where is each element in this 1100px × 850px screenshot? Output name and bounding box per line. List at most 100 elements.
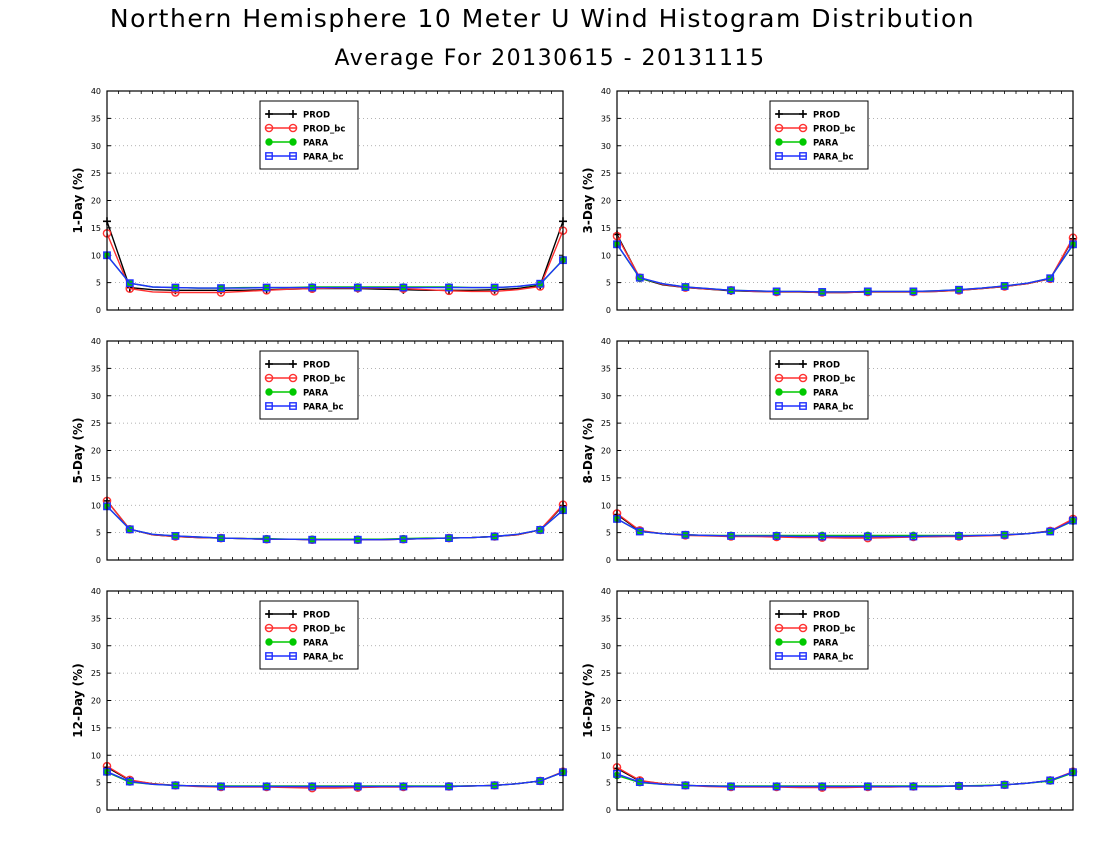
legend-label: PROD_bc [813, 625, 855, 635]
data-point [772, 532, 781, 540]
y-tick-label: 25 [601, 169, 611, 178]
y-tick-label: 30 [601, 642, 611, 651]
y-tick-label: 35 [601, 364, 611, 373]
y-tick-label: 15 [91, 224, 101, 233]
series-line [616, 243, 1074, 293]
data-point [353, 535, 362, 544]
legend-marker [265, 152, 273, 160]
data-point [445, 782, 453, 791]
y-tick-label: 5 [606, 529, 611, 538]
legend-box [769, 600, 869, 670]
legend-marker [265, 138, 273, 146]
legend-marker [289, 110, 297, 118]
y-tick-label: 15 [601, 724, 611, 733]
y-tick-label: 30 [91, 142, 101, 151]
series-line [106, 254, 564, 289]
data-point [490, 781, 499, 790]
data-point [262, 283, 271, 292]
y-tick-label: 40 [91, 87, 101, 96]
y-tick-label: 20 [91, 197, 101, 206]
y-tick-label: 40 [601, 87, 611, 96]
y-tick-label: 35 [91, 364, 101, 373]
legend-label: PARA [813, 139, 839, 149]
legend-label: PARA [303, 639, 329, 649]
y-tick-label: 5 [96, 279, 101, 288]
legend-marker [775, 388, 783, 396]
series-para [103, 251, 567, 292]
y-tick-label: 5 [606, 279, 611, 288]
plot-frame [106, 90, 564, 311]
data-point [818, 288, 827, 296]
y-axis-label: 5-Day (%) [71, 417, 85, 483]
data-point [635, 778, 644, 786]
y-tick-label: 5 [96, 779, 101, 788]
data-point [1046, 527, 1055, 536]
chart-panel-2: 0 5 10 15 20 25 30 35 40 3-Day (%) PROD PROD_bc PARA… [581, 87, 1078, 315]
data-point [1000, 780, 1009, 789]
legend-box [259, 600, 359, 670]
data-point [955, 532, 963, 540]
data-point [1046, 274, 1055, 283]
legend-box [769, 350, 869, 420]
y-axis-label: 16-Day (%) [581, 663, 595, 737]
legend-marker [798, 373, 808, 383]
data-point [217, 782, 225, 791]
legend-marker [799, 652, 807, 660]
y-tick-label: 35 [601, 614, 611, 623]
series-para-bc [103, 767, 567, 791]
y-tick-label: 0 [606, 306, 611, 315]
legend-marker [775, 152, 783, 160]
y-tick-label: 30 [91, 642, 101, 651]
legend-label: PARA_bc [813, 153, 854, 163]
data-point [727, 532, 735, 540]
legend-marker [799, 110, 807, 118]
plot-frame [616, 90, 1074, 311]
data-point [399, 283, 408, 292]
legend-marker [265, 652, 273, 660]
data-point [635, 273, 644, 282]
data-point [171, 781, 180, 790]
legend-label: PARA [303, 389, 329, 399]
y-tick-label: 25 [91, 669, 101, 678]
y-axis-label: 3-Day (%) [581, 167, 595, 233]
legend-marker [289, 360, 297, 368]
data-point [681, 530, 690, 539]
legend-label: PROD_bc [303, 125, 345, 135]
chart-panel-3: 0 5 10 15 20 25 30 35 40 5-Day (%) PROD PROD_bc PARA… [71, 337, 568, 565]
data-point [490, 283, 499, 292]
legend-marker [265, 110, 273, 118]
data-point [909, 532, 918, 541]
legend: PROD PROD_bc PARA PARA_bc [259, 350, 359, 420]
y-tick-label: 10 [601, 251, 611, 260]
y-tick-label: 25 [91, 169, 101, 178]
legend-marker [799, 610, 807, 618]
series-line [106, 221, 564, 291]
legend-label: PROD_bc [813, 375, 855, 385]
data-point [909, 782, 918, 791]
data-point [536, 777, 545, 785]
legend-label: PARA_bc [813, 653, 854, 663]
y-tick-label: 10 [91, 251, 101, 260]
data-point [1000, 530, 1009, 539]
y-tick-label: 15 [601, 474, 611, 483]
legend-marker [265, 638, 273, 646]
y-tick-label: 15 [601, 224, 611, 233]
y-tick-label: 5 [606, 779, 611, 788]
legend-marker [265, 402, 273, 410]
y-tick-label: 15 [91, 724, 101, 733]
legend-box [259, 100, 359, 170]
y-tick-label: 20 [91, 697, 101, 706]
legend-label: PARA_bc [303, 153, 344, 163]
data-point [399, 535, 408, 544]
legend-label: PARA_bc [303, 403, 344, 413]
legend-label: PROD_bc [303, 375, 345, 385]
series-para-bc [613, 768, 1077, 791]
chart-panel-5: 0 5 10 15 20 25 30 35 40 12-Day (%) PROD PROD_bc PAR… [71, 587, 568, 815]
y-tick-label: 0 [96, 306, 101, 315]
y-tick-label: 35 [91, 114, 101, 123]
chart-panel-4: 0 5 10 15 20 25 30 35 40 8-Day (%) PROD PROD_bc PARA… [581, 337, 1078, 565]
y-tick-label: 0 [606, 806, 611, 815]
data-point [1046, 776, 1055, 785]
legend-marker [289, 402, 297, 410]
series-line [106, 254, 564, 289]
